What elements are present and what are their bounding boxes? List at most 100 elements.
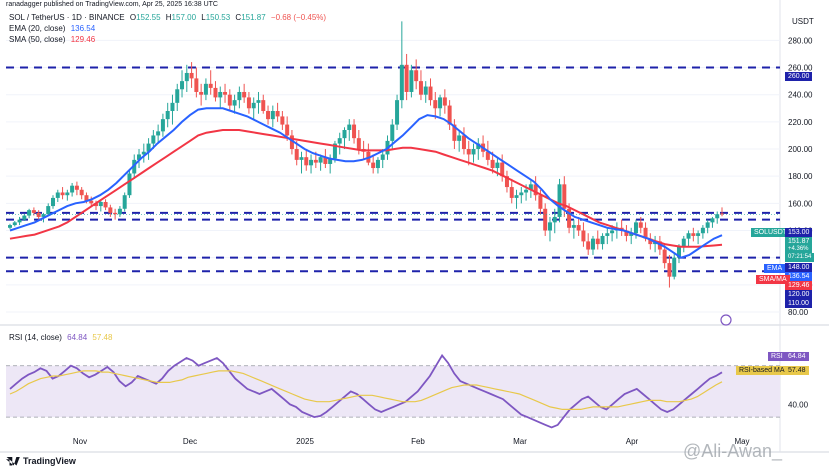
candle-body [246,97,251,109]
rsi-legend[interactable]: RSI (14, close) 64.84 57.48 [9,333,112,342]
rsi-legend-label: RSI (14, close) [9,333,62,342]
candle-body [84,195,89,201]
candle-body [380,154,385,160]
ema-20-line [9,107,723,259]
candle-body [399,64,404,101]
candle-body [552,216,557,223]
candle-body [600,235,605,245]
rsima-tag-label: RSI-based MA [736,366,788,375]
candle-body [12,222,17,226]
candle-body [605,233,610,236]
symbol-name: SOL / TetherUS · 1D · BINANCE [9,13,125,22]
ohlc-close: 151.87 [241,13,266,22]
rsi-band [6,365,780,418]
candle-body [543,208,548,231]
candle-body [103,201,108,208]
candle-body [261,100,266,111]
candle-body [232,100,237,106]
candle-body [567,208,572,228]
candle-body [485,151,490,160]
alert-icon [720,314,732,326]
candle-body [705,222,710,228]
symbol-header: SOL / TetherUS · 1D · BINANCE O152.55 H1… [9,13,326,22]
candle-body [461,135,466,150]
sma-legend[interactable]: SMA (50, close) 129.46 [9,35,95,44]
tradingview-logo-text: TradingView [23,456,76,466]
candle-body [395,100,400,125]
candle-body [289,135,294,150]
candle-body [342,130,347,139]
candle-body [428,86,433,101]
candle-body [146,143,151,152]
y-tick-label: 220.00 [788,118,813,127]
rsi-ma-legend-value: 57.48 [92,333,113,342]
candle-body [266,110,271,120]
candle-body [8,225,12,228]
candle-body [404,64,409,92]
candle-body [390,124,395,141]
candle-body [113,212,118,215]
rsi-tag-label: RSI [768,352,786,361]
candle-body [581,230,586,242]
candle-body [466,149,471,155]
candle-body [285,124,290,136]
candle-body [160,119,165,132]
candle-body [199,91,204,95]
candle-body [438,97,443,109]
candle-body [151,135,156,144]
sol-tag-label: SOLUSDT [751,228,791,237]
candle-body [41,214,46,217]
candle-body [94,203,99,207]
x-tick-label: 2025 [296,437,314,446]
candle-body [691,233,696,236]
candle-body [352,124,357,139]
candle-body [418,81,423,95]
ohlc-open-label: O [129,13,137,22]
ema-legend[interactable]: EMA (20, close) 136.54 [9,24,95,33]
ohlc-close-label: C [235,13,242,22]
candle-body [65,192,70,196]
candle-body [514,195,519,198]
y-tick-label: 240.00 [788,91,813,100]
candle-body [442,97,447,106]
tradingview-logo[interactable]: TradingView [6,456,76,466]
tradingview-logo-icon [6,456,20,466]
candle-body [203,83,208,95]
sol-change-tag: +4.36% [785,245,812,254]
candle-body [562,184,567,209]
candle-body [256,100,261,103]
sol-timer-tag: 07:21:54 [785,253,815,262]
candle-body [137,154,142,160]
candle-body [280,116,285,125]
candle-body [624,230,629,236]
sol-price-tag: 151.87 [785,237,813,246]
candle-body [696,233,701,236]
candle-body [700,227,705,234]
rsi-ma-line [9,370,723,410]
sma-tag-label: SMA/MA [756,275,790,284]
candle-body [132,159,137,174]
candle-body [141,151,146,155]
candle-body [175,89,180,103]
candle-body [31,210,36,213]
candle-body [332,143,337,159]
candle-body [51,197,56,207]
ohlc-open: 152.55 [136,13,161,22]
candle-body [323,157,328,164]
candle-body [98,201,103,207]
candle-body [227,94,232,106]
candle-body [509,187,514,198]
candle-body [375,159,380,169]
candle-body [294,149,299,160]
rsima-tag-value: 57.48 [785,366,809,375]
candle-body [208,83,213,88]
candle-body [720,213,724,215]
level-260-tag: 260.00 [785,72,813,81]
candle-body [648,238,653,245]
y-tick-label: 200.00 [788,145,813,154]
candle-body [371,162,376,169]
candle-body [270,110,275,120]
currency-label[interactable]: USDT [792,17,814,26]
sma-50-line [9,129,723,248]
candle-body [46,206,51,215]
